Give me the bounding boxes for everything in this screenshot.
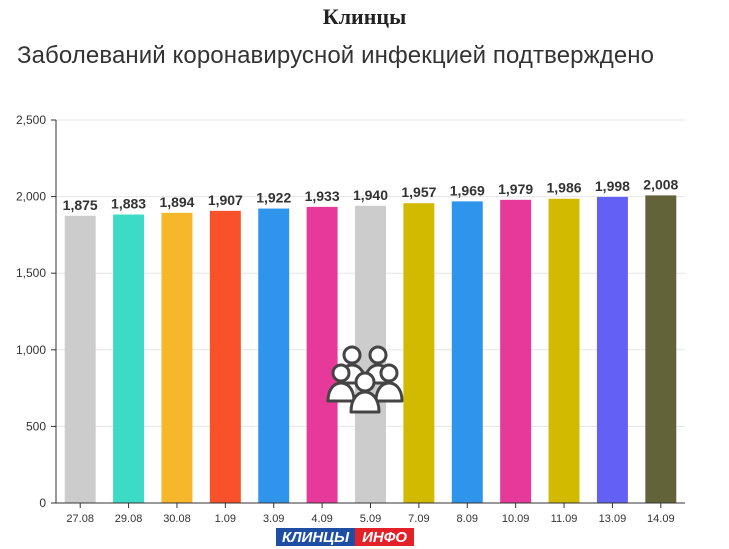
data-label: 1,940: [353, 187, 388, 203]
y-tick-label: 2,000: [16, 190, 46, 204]
data-label: 1,883: [111, 196, 146, 212]
data-label: 1,933: [305, 188, 340, 204]
bar: [500, 199, 532, 503]
x-tick-label: 14.09: [647, 513, 675, 525]
logo-part-2: ИНФО: [355, 528, 415, 546]
bars: [64, 195, 677, 504]
x-tick-label: 27.08: [66, 513, 94, 525]
x-tick-label: 8.09: [457, 513, 478, 525]
bar: [306, 206, 338, 504]
x-tick-label: 10.09: [502, 513, 530, 525]
x-tick-label: 1.09: [215, 513, 236, 525]
logo-part-1: КЛИНЦЫ: [276, 528, 356, 546]
bar: [258, 208, 290, 503]
data-label: 1,979: [498, 181, 533, 197]
x-tick-label: 3.09: [263, 513, 284, 525]
x-tick-label: 5.09: [360, 513, 381, 525]
bar: [403, 203, 435, 503]
bar: [113, 214, 145, 503]
bar: [161, 212, 193, 503]
y-tick-label: 0: [39, 496, 46, 510]
bar: [451, 201, 483, 504]
bar: [596, 196, 628, 503]
bar: [645, 195, 677, 504]
x-tick-label: 13.09: [599, 513, 627, 525]
x-tick-label: 7.09: [408, 513, 429, 525]
data-label: 1,894: [159, 194, 194, 210]
data-label: 1,998: [595, 178, 630, 194]
data-label: 1,922: [256, 190, 291, 206]
data-label: 1,957: [401, 184, 436, 200]
y-tick-label: 500: [26, 419, 46, 433]
y-tick-label: 2,500: [16, 113, 46, 127]
bar: [64, 215, 96, 503]
city-title: Клинцы: [322, 4, 407, 29]
x-tick-label: 29.08: [115, 513, 143, 525]
axes: 0 500 1,000 1,500 2,000 2,500 27.08 29.08 30.08 1…: [16, 113, 685, 525]
data-label: 2,008: [643, 176, 678, 192]
people-group-icon: [326, 345, 404, 414]
data-label: 1,969: [450, 182, 485, 198]
chart-title: Заболеваний коронавирусной инфекцией под…: [17, 42, 655, 69]
data-label: 1,986: [547, 180, 582, 196]
value-labels: 1,875 1,883 1,894 1,907 1,922 1,933 1,940 1,957…: [63, 176, 679, 212]
y-tick-label: 1,500: [16, 266, 46, 280]
data-label: 1,875: [63, 197, 98, 213]
x-tick-label: 4.09: [311, 513, 332, 525]
bar: [209, 210, 241, 503]
site-logo: КЛИНЦЫ ИНФО: [276, 528, 415, 546]
x-tick-label: 11.09: [551, 513, 578, 525]
data-label: 1,907: [208, 192, 243, 208]
bar: [548, 198, 580, 503]
x-tick-label: 30.08: [163, 513, 191, 525]
y-tick-label: 1,000: [16, 343, 46, 357]
